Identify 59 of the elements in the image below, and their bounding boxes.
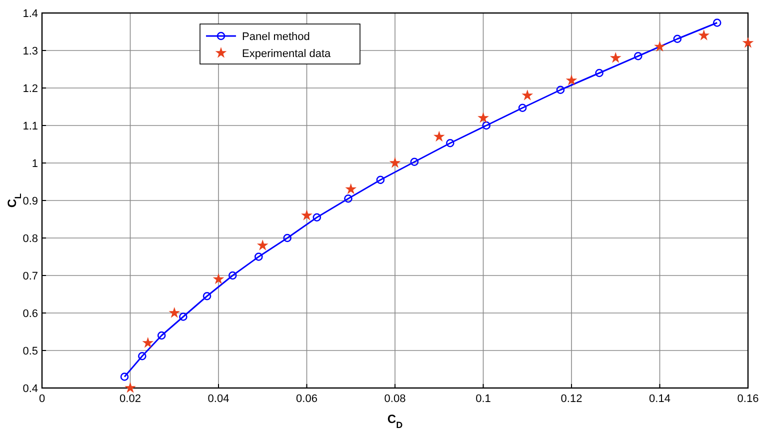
point (673, 34, 682, 44)
x-tick-label: 0.16 (737, 393, 759, 405)
y-tick-label: 0.5 (22, 346, 38, 358)
x-tick-label: 0.14 (649, 393, 670, 405)
x-tick-label: 0 (38, 393, 46, 405)
point (410, 158, 419, 166)
point (256, 240, 268, 250)
point (212, 273, 224, 284)
point (202, 292, 212, 300)
point (610, 52, 622, 63)
point (556, 86, 565, 94)
y-tick-label: 0.6 (22, 308, 38, 320)
x-tick-label: 0.06 (296, 393, 318, 405)
point (120, 372, 129, 381)
point (179, 312, 188, 321)
point (312, 213, 322, 222)
point (478, 112, 489, 123)
point (157, 331, 166, 340)
point (228, 271, 237, 280)
point (522, 90, 534, 100)
x-tick-label: 0.1 (476, 393, 491, 405)
point (742, 37, 754, 48)
point (433, 130, 445, 142)
point (698, 30, 710, 40)
point (345, 183, 357, 194)
y-tick-label: 0.7 (22, 270, 38, 282)
point (168, 307, 180, 318)
y-tick-label: 1.2 (22, 83, 38, 95)
point (446, 138, 454, 148)
point (138, 352, 146, 360)
point (712, 18, 722, 27)
point (301, 210, 312, 220)
point (142, 337, 154, 348)
x-tick-label: 0.12 (560, 393, 582, 405)
point (124, 382, 136, 393)
x-tick-label: 0.02 (120, 393, 141, 405)
y-tick-label: 0.4 (22, 383, 38, 395)
y-tick-label: 1.1 (22, 120, 38, 132)
point (566, 74, 578, 86)
x-axis-title: C$_{D}$ (387, 412, 404, 429)
y-tick-label: 0.9 (22, 196, 38, 208)
point (595, 68, 604, 78)
point (634, 52, 642, 60)
y-tick-label: 1.3 (22, 46, 38, 58)
point (344, 194, 352, 203)
y-tick-label: 0.8 (22, 233, 38, 245)
point (283, 234, 292, 242)
y-tick-label: 1.4 (22, 8, 38, 20)
point (482, 121, 490, 130)
legend-label: Experimental data (242, 48, 332, 60)
point (518, 104, 527, 112)
legend-label: Panel method (242, 31, 310, 43)
y-tick-label: 1 (32, 158, 38, 170)
point (254, 252, 263, 261)
point (376, 176, 385, 184)
point (389, 157, 401, 168)
point (654, 40, 666, 52)
x-tick-label: 0.04 (208, 393, 230, 405)
x-tick-label: 0.08 (384, 393, 406, 405)
